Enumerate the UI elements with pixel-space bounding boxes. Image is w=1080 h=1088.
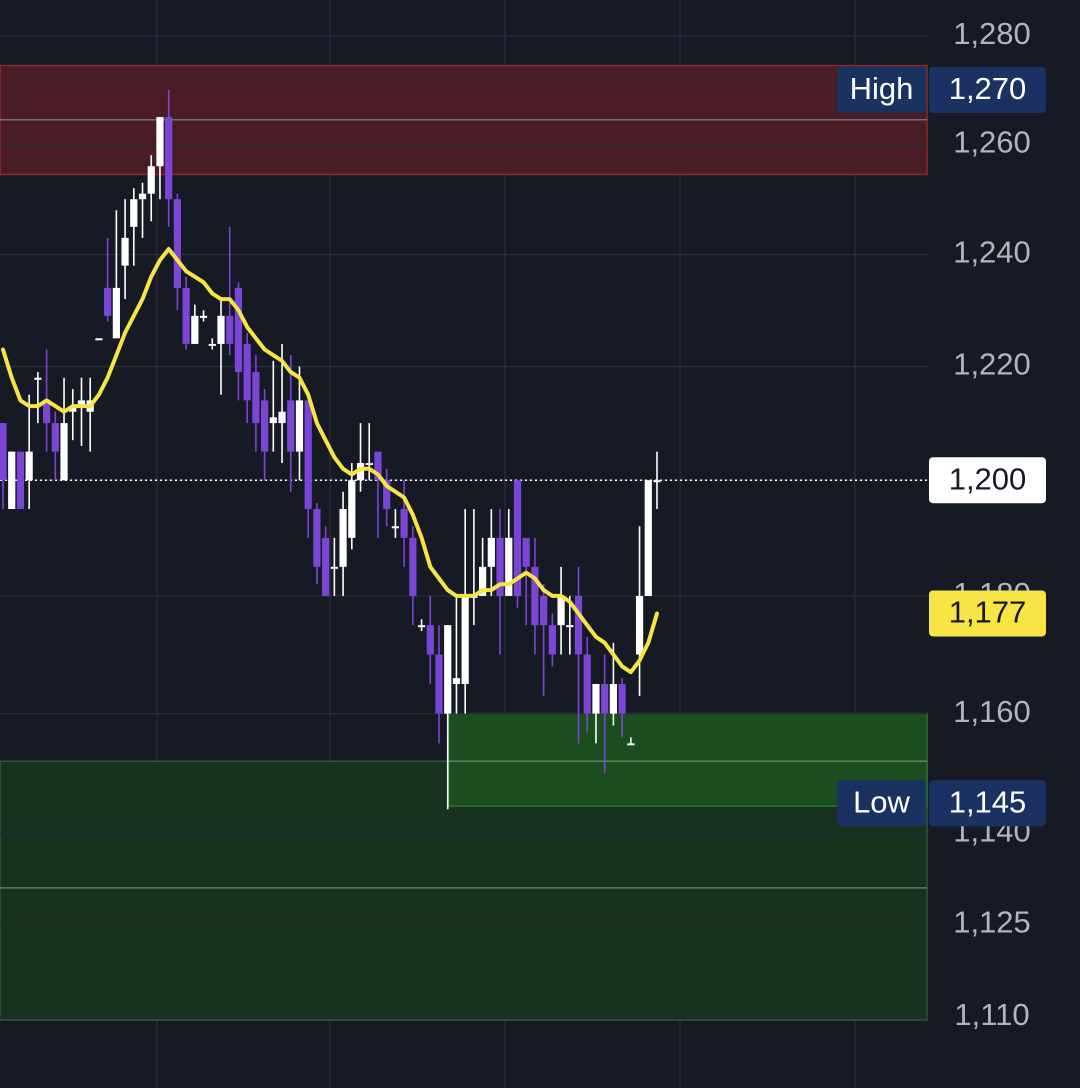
candle-body: [566, 625, 574, 628]
candle-body: [653, 480, 661, 483]
y-tick-label: 1,240: [953, 235, 1031, 270]
marker-label-box: [837, 780, 926, 827]
candles: [0, 89, 661, 810]
candle-body: [618, 684, 626, 714]
y-tick-label: 1,280: [953, 16, 1031, 51]
candle-body: [304, 400, 312, 509]
marker-value-text: 1,270: [949, 71, 1027, 106]
last-price-box: [929, 457, 1046, 504]
candle-body: [112, 287, 120, 339]
candle-body: [592, 684, 600, 714]
candle-body: [25, 451, 33, 481]
moving-average-line: [1, 247, 659, 675]
candle-body: [69, 406, 77, 412]
y-tick-label: 1,260: [953, 125, 1031, 160]
candle-body: [313, 508, 321, 567]
candle-body: [574, 595, 583, 655]
candle-body: [199, 315, 208, 318]
candle-body: [51, 423, 59, 452]
candle-body: [383, 480, 391, 509]
candle-body: [43, 400, 51, 424]
candle-body: [121, 237, 129, 266]
candle-body: [156, 117, 164, 167]
candle-body: [479, 566, 487, 596]
candle-body: [191, 315, 199, 344]
candle-body: [583, 654, 591, 714]
marker-label-text: Low: [853, 784, 910, 819]
y-tick-label: 1,125: [953, 905, 1031, 940]
candle-body: [487, 537, 495, 567]
candle-body: [16, 451, 25, 509]
candle-body: [165, 117, 173, 200]
candle-body: [147, 166, 155, 194]
candle-body: [34, 377, 42, 380]
candle-body: [95, 338, 103, 341]
candle-body: [391, 526, 399, 529]
candle-body: [226, 315, 234, 344]
candle-body: [8, 451, 16, 509]
candle-body: [261, 400, 269, 452]
marker-value-text: 1,145: [949, 784, 1027, 819]
marker-value-box: [929, 66, 1046, 113]
candle-body: [0, 423, 7, 481]
candle-body: [531, 566, 539, 626]
candle-body: [208, 343, 216, 346]
y-tick-label: 1,110: [954, 997, 1029, 1032]
candle-body: [138, 193, 147, 200]
candle-body: [173, 199, 181, 288]
y-tick-label: 1,160: [953, 694, 1031, 729]
candle-body: [400, 508, 408, 538]
candle-body: [243, 343, 251, 401]
candle-body: [522, 537, 530, 567]
candle-body: [444, 625, 452, 714]
candle-body: [104, 287, 112, 316]
ma-value-box: [929, 590, 1046, 637]
candle-body: [278, 411, 286, 424]
candle-body: [234, 287, 243, 373]
candle-body: [627, 743, 635, 746]
candle-body: [339, 508, 347, 567]
candle-body: [217, 315, 225, 344]
ma-value-text: 1,177: [949, 595, 1027, 630]
candle-body: [496, 537, 504, 596]
candle-body: [182, 287, 190, 344]
candle-body: [322, 537, 330, 596]
candle-body: [77, 400, 86, 407]
candle-body: [435, 654, 443, 714]
candle-body: [644, 480, 652, 596]
candle-body: [426, 625, 434, 655]
y-tick-label: 1,220: [953, 347, 1031, 382]
candle-body: [601, 684, 609, 714]
candle-body: [548, 625, 556, 655]
last-price-text: 1,200: [949, 461, 1027, 496]
candle-body: [540, 595, 548, 626]
candle-body: [295, 400, 304, 452]
candle-body: [461, 595, 469, 685]
candle-body: [356, 463, 365, 481]
candle-body: [609, 684, 617, 714]
candle-body: [374, 451, 382, 481]
candle-body: [409, 537, 417, 596]
candle-body: [417, 625, 426, 628]
candle-body: [365, 463, 373, 466]
candle-body: [269, 417, 277, 424]
candle-body: [348, 480, 356, 538]
candle-body: [635, 595, 644, 655]
marker-label-text: High: [850, 71, 914, 106]
candle-body: [60, 423, 68, 481]
candle-body: [252, 372, 260, 424]
candle-body: [505, 537, 513, 596]
candle-body: [557, 595, 565, 626]
candle-body: [130, 199, 138, 227]
candle-body: [330, 566, 338, 569]
marker-label-box: [837, 66, 926, 113]
candle-body: [287, 400, 295, 452]
candle-body: [513, 480, 522, 596]
marker-value-box: [929, 780, 1046, 827]
candle-body: [452, 678, 461, 685]
